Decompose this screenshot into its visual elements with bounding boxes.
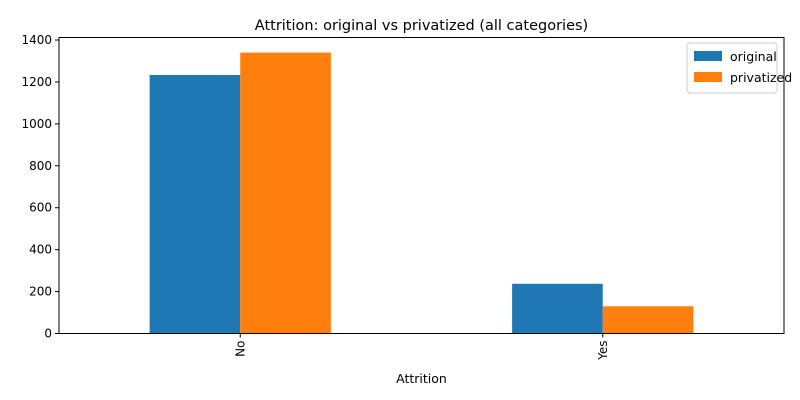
legend-swatch-original [694, 51, 722, 61]
y-tick-label: 200 [29, 285, 52, 299]
bar-privatized-yes [602, 306, 694, 334]
y-tick-label: 400 [29, 243, 52, 257]
bars [149, 52, 694, 334]
bar-original-no [149, 75, 241, 334]
legend-swatch-privatized [694, 72, 722, 82]
y-axis: 0 200 400 600 800 1000 1200 1400 [21, 33, 59, 341]
x-axis-label: Attrition [396, 371, 447, 386]
y-tick-label: 600 [29, 201, 52, 215]
x-tick-label: No [233, 341, 247, 357]
legend-label-original: original [730, 49, 777, 64]
x-axis: No Yes [233, 333, 610, 361]
x-tick-label: Yes [596, 341, 610, 361]
y-tick-label: 0 [44, 327, 52, 341]
legend-label-privatized: privatized [730, 70, 792, 85]
chart-title: Attrition: original vs privatized (all c… [255, 18, 588, 34]
y-tick-label: 800 [29, 159, 52, 173]
bar-original-yes [512, 283, 603, 334]
plot-frame [58, 37, 785, 334]
y-tick-label: 1000 [21, 117, 52, 131]
bar-privatized-no [240, 52, 331, 334]
y-tick-label: 1400 [21, 33, 52, 47]
legend: original privatized [686, 42, 792, 94]
y-tick-label: 1200 [21, 75, 52, 89]
